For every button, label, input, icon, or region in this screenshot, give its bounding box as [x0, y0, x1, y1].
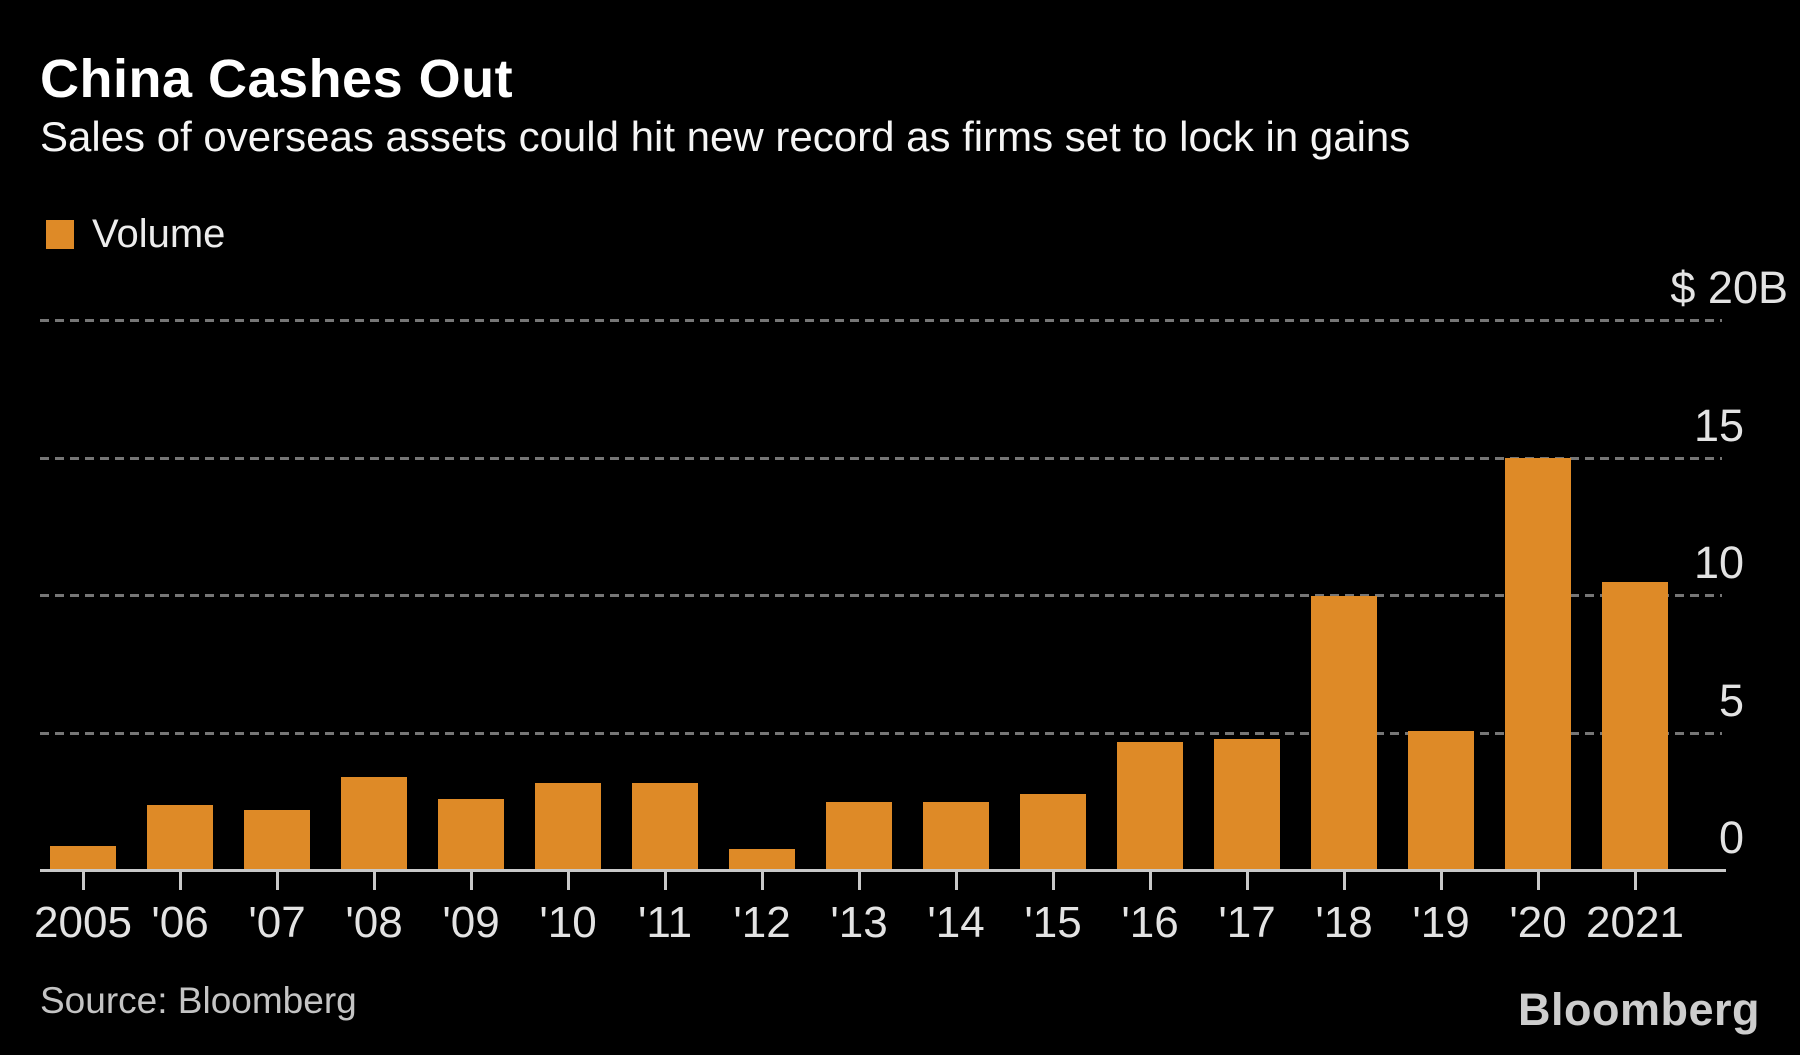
- chart-title: China Cashes Out: [40, 49, 514, 109]
- x-axis-label-19: '19: [1412, 898, 1470, 947]
- x-axis-tick-20: [1537, 872, 1540, 890]
- x-axis-label-14: '14: [927, 898, 985, 947]
- x-axis-tick-09: [470, 872, 473, 890]
- x-axis-label-13: '13: [830, 898, 888, 947]
- x-axis-label-07: '07: [248, 898, 306, 947]
- legend-label-volume: Volume: [92, 212, 226, 256]
- x-axis-tick-16: [1149, 872, 1152, 890]
- x-axis-tick-2005: [82, 872, 85, 890]
- bar-18: [1311, 596, 1377, 871]
- bar-16: [1117, 742, 1183, 871]
- bloomberg-logo: Bloomberg: [1517, 984, 1760, 1035]
- bar-2021: [1602, 582, 1668, 871]
- legend-swatch-icon: [46, 219, 74, 249]
- x-axis-tick-13: [858, 872, 861, 890]
- bar-10: [535, 783, 601, 871]
- x-axis-label-12: '12: [733, 898, 791, 947]
- x-axis-label-09: '09: [442, 898, 500, 947]
- bar-06: [147, 805, 213, 871]
- x-axis-label-20: '20: [1509, 898, 1567, 947]
- x-axis-label-06: '06: [151, 898, 209, 947]
- x-axis-label-17: '17: [1218, 898, 1276, 947]
- x-axis-label-08: '08: [345, 898, 403, 947]
- bar-07: [244, 810, 310, 871]
- x-axis-tick-06: [179, 872, 182, 890]
- x-axis-tick-15: [1052, 872, 1055, 890]
- gridline-20: [40, 319, 1722, 322]
- x-axis-tick-10: [567, 872, 570, 890]
- y-axis-label-5: 5: [1718, 675, 1744, 726]
- x-axis-tick-11: [664, 872, 667, 890]
- x-axis-tick-12: [761, 872, 764, 890]
- bar-13: [826, 802, 892, 871]
- bar-11: [632, 783, 698, 871]
- x-axis-label-11: '11: [637, 898, 693, 947]
- x-axis-tick-14: [955, 872, 958, 890]
- x-axis-label-10: '10: [539, 898, 597, 947]
- bar-14: [923, 802, 989, 871]
- x-axis-label-16: '16: [1121, 898, 1179, 947]
- y-axis-label-15: 15: [1693, 400, 1744, 451]
- x-axis-label-2021: 2021: [1586, 898, 1684, 947]
- x-axis-tick-18: [1343, 872, 1346, 890]
- bar-08: [341, 777, 407, 871]
- x-axis-label-15: '15: [1024, 898, 1082, 947]
- x-axis-baseline: [40, 869, 1726, 872]
- chart-subtitle: Sales of overseas assets could hit new r…: [40, 113, 1411, 160]
- y-axis-label-10: 10: [1693, 537, 1744, 588]
- y-axis-label-20: $ 20B: [1670, 262, 1788, 313]
- gridline-10: [40, 594, 1722, 597]
- x-axis-tick-07: [276, 872, 279, 890]
- bar-15: [1020, 794, 1086, 871]
- bar-20: [1505, 458, 1571, 871]
- x-axis-tick-19: [1440, 872, 1443, 890]
- gridline-5: [40, 732, 1722, 735]
- y-axis-label-0: 0: [1718, 812, 1744, 863]
- bar-09: [438, 799, 504, 871]
- bar-17: [1214, 739, 1280, 871]
- x-axis-tick-08: [373, 872, 376, 890]
- legend: Volume: [46, 214, 225, 254]
- bar-12: [729, 849, 795, 871]
- bar-19: [1408, 731, 1474, 871]
- x-axis-tick-17: [1246, 872, 1249, 890]
- source-note: Source: Bloomberg: [40, 980, 357, 1021]
- x-axis-label-2005: 2005: [34, 898, 132, 947]
- x-axis-tick-2021: [1634, 872, 1637, 890]
- gridline-15: [40, 457, 1722, 460]
- bar-2005: [50, 846, 116, 871]
- x-axis-label-18: '18: [1315, 898, 1373, 947]
